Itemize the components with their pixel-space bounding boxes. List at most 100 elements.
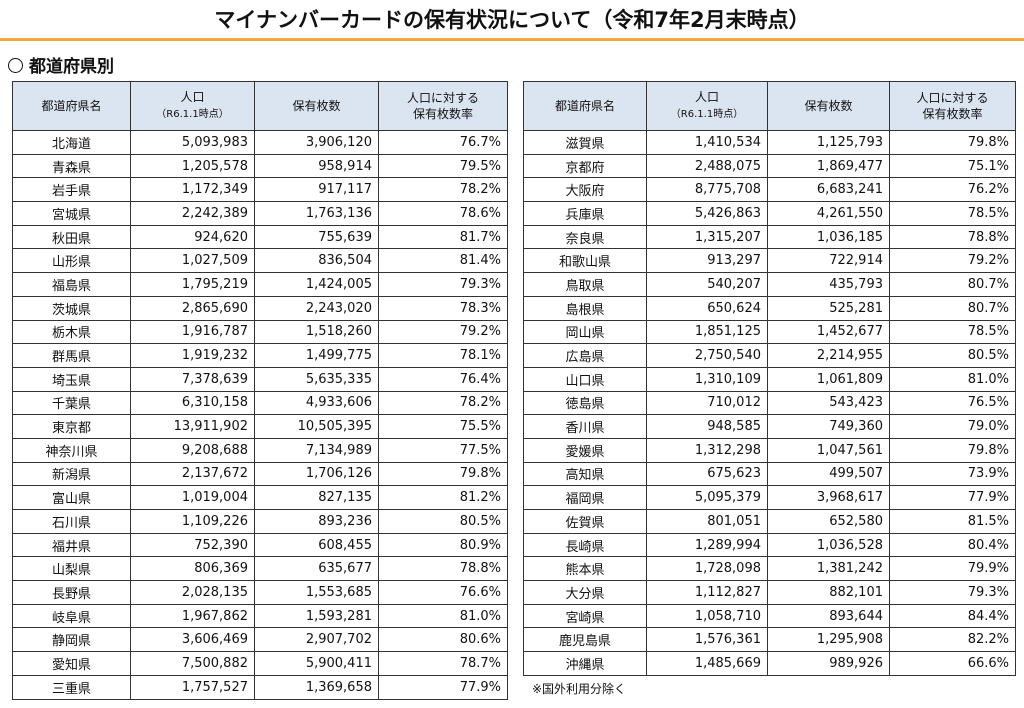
prefecture-name-cell: 滋賀県 [523,130,647,155]
rate-cell: 78.7% [378,651,508,676]
rate-cell: 75.5% [378,414,508,439]
rate-cell: 79.8% [889,130,1016,155]
header-rate: 人口に対する 保有枚数率 [378,81,508,131]
circle-bullet-icon [8,58,23,73]
population-cell: 2,137,672 [130,461,255,487]
prefecture-name-cell: 和歌山県 [523,248,647,274]
cards-held-cell: 5,900,411 [254,651,379,676]
cards-held-cell: 3,906,120 [254,130,379,155]
header-rate: 人口に対する 保有枚数率 [889,81,1016,131]
table-row: 愛媛県 1,312,298 1,047,561 79.8% [523,437,1016,463]
rate-cell: 78.8% [378,556,508,582]
table-row: 秋田県 924,620 755,639 81.7% [12,224,508,250]
rate-cell: 76.5% [889,390,1016,416]
table-row: 富山県 1,019,004 827,135 81.2% [12,485,508,510]
header-rate-line2: 保有枚数率 [922,107,983,121]
population-cell: 675,623 [646,461,768,487]
rate-cell: 79.0% [889,414,1016,439]
prefecture-name-cell: 長野県 [12,580,131,605]
prefecture-name-cell: 福島県 [12,272,131,297]
prefecture-name-cell: 長崎県 [523,532,647,558]
cards-held-cell: 1,047,561 [767,437,890,463]
page-title: マイナンバーカードの保有状況について（令和7年2月末時点） [214,8,810,32]
cards-held-cell: 10,505,395 [254,414,379,439]
cards-held-cell: 4,261,550 [767,201,890,226]
cards-held-cell: 435,793 [767,272,890,297]
population-cell: 2,865,690 [130,295,255,321]
table-row: 鳥取県 540,207 435,793 80.7% [523,272,1016,297]
prefecture-name-cell: 鹿児島県 [523,627,647,653]
prefecture-name-cell: 栃木県 [12,319,131,345]
rate-cell: 80.7% [889,272,1016,297]
rate-cell: 80.9% [378,532,508,558]
table-row: 長崎県 1,289,994 1,036,528 80.4% [523,532,1016,558]
prefecture-name-cell: 神奈川県 [12,437,131,463]
rate-cell: 78.5% [889,201,1016,226]
prefecture-name-cell: 兵庫県 [523,201,647,226]
prefecture-table-left: 都道府県名 人口 （R6.1.1時点） 保有枚数 人口に対する 保有枚数率 北海道 5… [12,81,508,700]
prefecture-name-cell: 三重県 [12,674,131,700]
table-row: 岡山県 1,851,125 1,452,677 78.5% [523,319,1016,345]
table-row: 佐賀県 801,051 652,580 81.5% [523,509,1016,534]
table-row: 高知県 675,623 499,507 73.9% [523,461,1016,487]
prefecture-name-cell: 群馬県 [12,343,131,368]
table-row: 沖縄県 1,485,669 989,926 66.6% [523,651,1016,676]
cards-held-cell: 6,683,241 [767,177,890,203]
table-row: 山形県 1,027,509 836,504 81.4% [12,248,508,274]
prefecture-name-cell: 鳥取県 [523,272,647,297]
prefecture-table-right: 都道府県名 人口 （R6.1.1時点） 保有枚数 人口に対する 保有枚数率 滋賀県 1… [523,81,1016,676]
cards-held-cell: 525,281 [767,295,890,321]
prefecture-name-cell: 福井県 [12,532,131,558]
population-cell: 948,585 [646,414,768,439]
cards-held-cell: 2,214,955 [767,343,890,368]
table-body-right: 滋賀県 1,410,534 1,125,793 79.8% 京都府 2,488,075 1,… [523,130,1016,676]
header-population: 人口 （R6.1.1時点） [130,81,255,131]
cards-held-cell: 827,135 [254,485,379,510]
population-cell: 540,207 [646,272,768,297]
table-row: 三重県 1,757,527 1,369,658 77.9% [12,674,508,700]
population-cell: 1,757,527 [130,674,255,700]
prefecture-name-cell: 高知県 [523,461,647,487]
cards-held-cell: 1,869,477 [767,153,890,179]
cards-held-cell: 635,677 [254,556,379,582]
footnote: ※国外利用分除く [532,682,627,696]
rate-cell: 79.5% [378,153,508,179]
table-row: 福岡県 5,095,379 3,968,617 77.9% [523,485,1016,510]
table-row: 鹿児島県 1,576,361 1,295,908 82.2% [523,627,1016,653]
cards-held-cell: 1,295,908 [767,627,890,653]
population-cell: 2,028,135 [130,580,255,605]
prefecture-name-cell: 千葉県 [12,390,131,416]
header-rate-line1: 人口に対する [406,91,479,105]
prefecture-name-cell: 愛知県 [12,651,131,676]
prefecture-name-cell: 富山県 [12,485,131,510]
cards-held-cell: 1,125,793 [767,130,890,155]
header-population-note: （R6.1.1時点） [156,109,229,120]
table-row: 大分県 1,112,827 882,101 79.3% [523,580,1016,605]
prefecture-name-cell: 京都府 [523,153,647,179]
rate-cell: 79.2% [889,248,1016,274]
section-heading: 都道府県別 [8,52,114,77]
prefecture-name-cell: 徳島県 [523,390,647,416]
table-row: 熊本県 1,728,098 1,381,242 79.9% [523,556,1016,582]
prefecture-name-cell: 石川県 [12,509,131,534]
population-cell: 13,911,902 [130,414,255,439]
population-cell: 1,019,004 [130,485,255,510]
prefecture-name-cell: 岩手県 [12,177,131,203]
table-row: 奈良県 1,315,207 1,036,185 78.8% [523,224,1016,250]
rate-cell: 79.9% [889,556,1016,582]
table-row: 東京都 13,911,902 10,505,395 75.5% [12,414,508,439]
table-row: 岩手県 1,172,349 917,117 78.2% [12,177,508,203]
population-cell: 1,795,219 [130,272,255,297]
header-prefecture: 都道府県名 [523,81,647,131]
population-cell: 1,916,787 [130,319,255,345]
population-cell: 2,750,540 [646,343,768,368]
population-cell: 1,312,298 [646,437,768,463]
population-cell: 1,485,669 [646,651,768,676]
cards-held-cell: 917,117 [254,177,379,203]
population-cell: 1,058,710 [646,603,768,629]
population-cell: 5,095,379 [646,485,768,510]
prefecture-name-cell: 青森県 [12,153,131,179]
table-row: 茨城県 2,865,690 2,243,020 78.3% [12,295,508,321]
prefecture-name-cell: 岡山県 [523,319,647,345]
prefecture-name-cell: 新潟県 [12,461,131,487]
